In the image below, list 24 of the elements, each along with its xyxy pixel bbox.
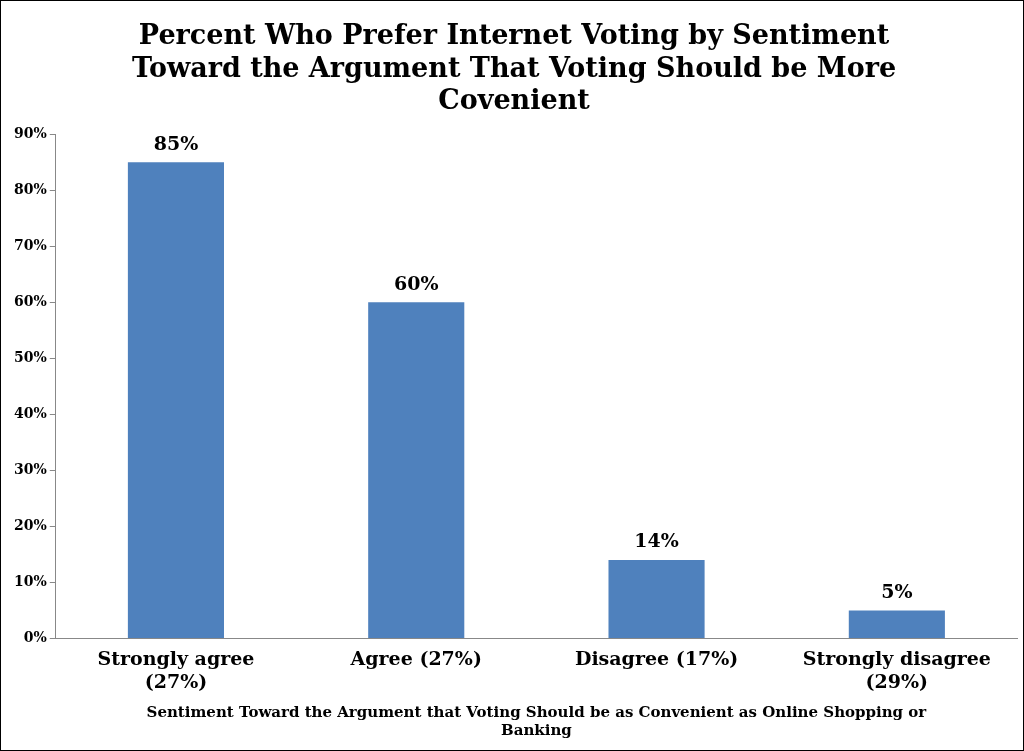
bar	[848, 610, 945, 638]
y-tick-label: 20%	[13, 517, 47, 533]
bar	[608, 559, 705, 638]
x-tick-label: Agree (27%)	[349, 646, 482, 669]
x-axis-title: Sentiment Toward the Argument that Voting Should be as Convenient as Online Shopping or Banking	[146, 702, 928, 739]
y-tick-label: 90%	[13, 124, 47, 141]
y-tick-label: 10%	[13, 573, 47, 590]
chart-title: Percent Who Prefer Internet Voting by Sentiment Toward the Argument That Voting Should be More Covenient	[131, 19, 897, 116]
x-tick-label: Disagree (17%)	[574, 646, 739, 669]
y-tick-label: 70%	[13, 236, 47, 253]
bar	[127, 162, 224, 638]
y-tick-label: 0%	[23, 629, 47, 646]
data-label: 85%	[153, 131, 199, 154]
data-label: 5%	[881, 579, 913, 602]
y-tick-label: 60%	[13, 292, 47, 309]
data-label: 14%	[634, 529, 679, 552]
y-tick-label: 80%	[13, 180, 47, 197]
bar	[368, 302, 465, 638]
y-tick-label: 40%	[13, 404, 47, 421]
x-tick-label: Strongly disagree (29%)	[802, 646, 991, 692]
y-tick-label: 50%	[13, 348, 47, 365]
x-tick-label: Strongly agree (27%)	[97, 646, 255, 692]
data-label: 60%	[393, 271, 439, 294]
y-tick-label: 30%	[13, 460, 47, 477]
